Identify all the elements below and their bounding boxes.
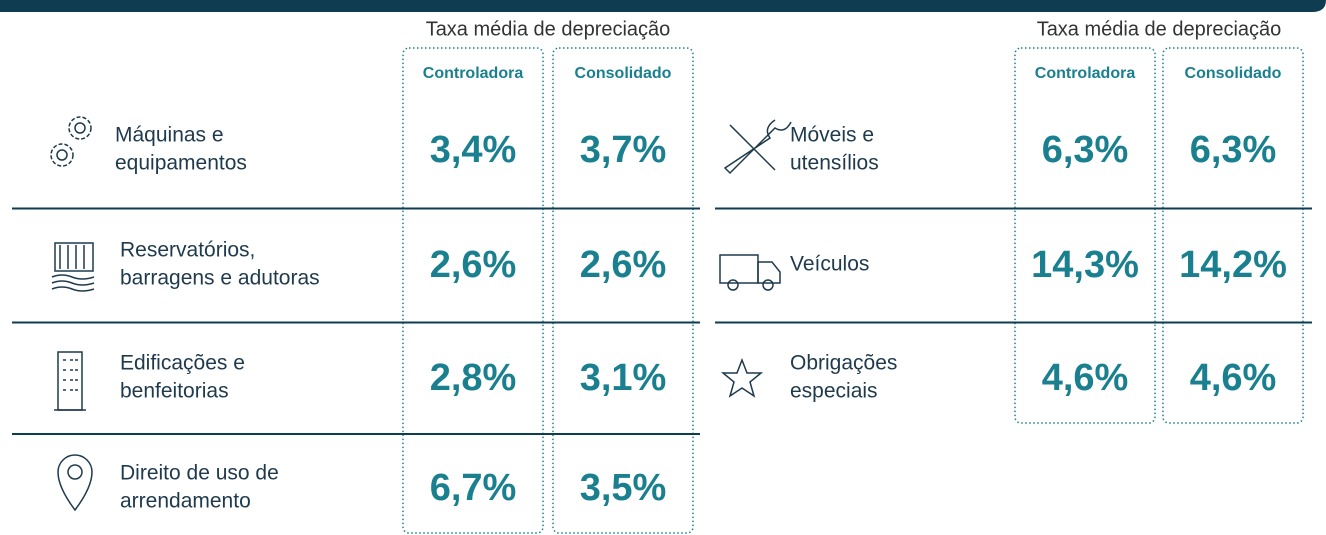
rate-value: 2,6%	[430, 244, 517, 286]
rate-value: 4,6%	[1042, 357, 1129, 399]
row-label: Edificações e	[120, 352, 245, 375]
column-box	[552, 47, 694, 534]
rate-value: 6,7%	[430, 467, 517, 509]
rate-value: 3,1%	[580, 357, 667, 399]
rate-value: 14,3%	[1031, 244, 1139, 286]
rate-value: 6,3%	[1190, 129, 1277, 171]
row-label: Veículos	[790, 253, 869, 276]
rate-value: 3,4%	[430, 129, 517, 171]
row-label: Obrigações	[790, 352, 897, 375]
column-box	[1162, 47, 1304, 424]
row-label: Direito de uso de	[120, 462, 279, 485]
row-label: Máquinas e	[115, 124, 224, 147]
icons	[50, 116, 792, 512]
group-header: Taxa média de depreciação	[1037, 18, 1282, 40]
rate-value: 6,3%	[1042, 129, 1129, 171]
row-label: arrendamento	[120, 490, 251, 513]
column-header: Consolidado	[1185, 65, 1282, 82]
row-label: equipamentos	[115, 152, 247, 175]
column-header: Consolidado	[575, 65, 672, 82]
row-label: benfeitorias	[120, 380, 229, 403]
rate-value: 3,5%	[580, 467, 667, 509]
row-label: Reservatórios,	[120, 239, 255, 262]
rate-value: 2,8%	[430, 357, 517, 399]
top-bar	[0, 0, 1326, 12]
rate-value: 4,6%	[1190, 357, 1277, 399]
column-box	[402, 47, 544, 534]
rate-value: 14,2%	[1179, 244, 1287, 286]
column-header: Controladora	[423, 65, 524, 82]
rate-value: 3,7%	[580, 129, 667, 171]
column-box	[1014, 47, 1156, 424]
group-header: Taxa média de depreciação	[426, 18, 671, 40]
row-label: Móveis e	[790, 124, 874, 147]
row-label: especiais	[790, 380, 878, 403]
row-label: barragens e adutoras	[120, 267, 320, 290]
column-header: Controladora	[1035, 65, 1136, 82]
rate-value: 2,6%	[580, 244, 667, 286]
row-label: utensílios	[790, 152, 879, 175]
